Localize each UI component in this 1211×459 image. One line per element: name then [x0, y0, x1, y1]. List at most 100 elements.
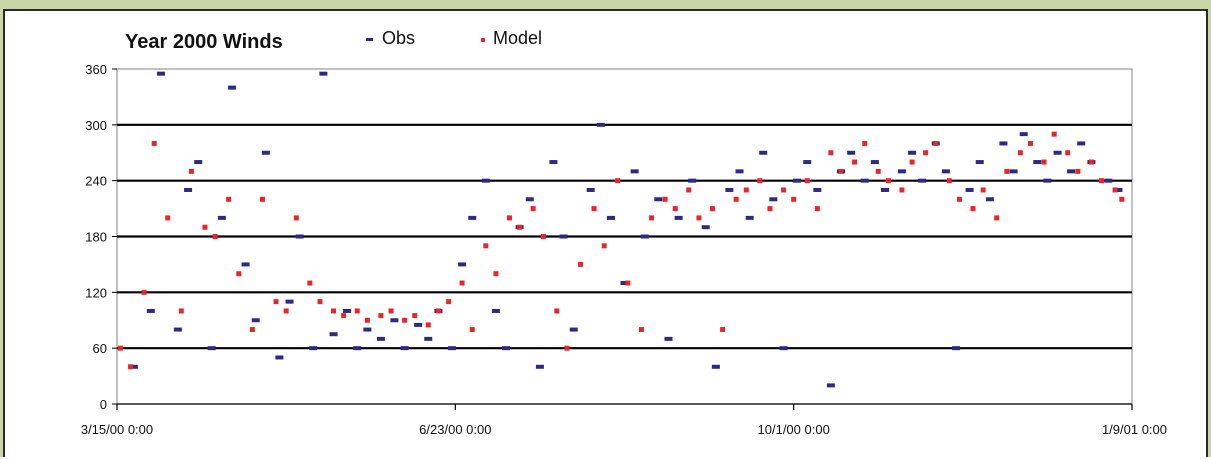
obs-point [309, 346, 318, 351]
obs-point [908, 150, 917, 155]
model-point [530, 206, 536, 212]
model-point [720, 327, 726, 333]
obs-point [194, 160, 203, 165]
model-point [625, 280, 631, 286]
obs-point [569, 327, 578, 332]
obs-point [217, 215, 226, 220]
gridlines [117, 123, 1132, 350]
model-point [446, 299, 452, 305]
model-point [293, 215, 299, 221]
model-point [1065, 150, 1071, 156]
model-point [1017, 150, 1023, 156]
y-tick-label: 360 [85, 62, 107, 77]
model-point [686, 187, 692, 193]
model-point [307, 280, 313, 286]
legend-label-model: Model [493, 28, 542, 48]
model-point [615, 178, 621, 184]
obs-point [586, 187, 595, 192]
obs-point [870, 160, 879, 165]
obs-point [1114, 187, 1123, 192]
model-point [601, 243, 607, 249]
y-axis: 0 60 120 180 240 300 360 [85, 62, 117, 412]
model-point [791, 196, 797, 202]
model-point [994, 215, 1000, 221]
model-point [804, 178, 810, 184]
model-point [638, 327, 644, 333]
obs-point [735, 169, 744, 174]
obs-point [664, 336, 673, 341]
chart-title: Year 2000 Winds [125, 31, 283, 53]
model-point [425, 322, 431, 328]
legend-marker-model [481, 38, 485, 42]
obs-point [918, 178, 927, 183]
model-point [388, 308, 394, 314]
model-point [236, 271, 242, 277]
model-point [317, 299, 323, 305]
obs-point [129, 364, 138, 369]
obs-point [630, 169, 639, 174]
model-point [946, 178, 952, 184]
model-point [117, 345, 123, 351]
obs-point [711, 364, 720, 369]
obs-point [1077, 141, 1086, 146]
model-point [1051, 131, 1057, 137]
model-point [128, 364, 134, 370]
model-point [767, 206, 773, 212]
obs-point [502, 346, 511, 351]
model-point [743, 187, 749, 193]
model-point [178, 308, 184, 314]
data-points [117, 71, 1125, 388]
obs-point [400, 346, 409, 351]
model-point [402, 317, 408, 323]
obs-point [897, 169, 906, 174]
obs-point [468, 215, 477, 220]
model-point [899, 187, 905, 193]
obs-point [376, 336, 385, 341]
model-point [202, 224, 208, 230]
obs-point [535, 364, 544, 369]
model-point [933, 140, 939, 146]
obs-point [481, 178, 490, 183]
obs-point [1104, 178, 1113, 183]
obs-point [285, 299, 294, 304]
obs-point [1009, 169, 1018, 174]
model-point [875, 168, 881, 174]
chart-panel: Year 2000 Winds Obs Model 0 60 120 180 240 30… [3, 9, 1208, 457]
obs-point [146, 308, 155, 313]
model-point [564, 345, 570, 351]
obs-point [769, 197, 778, 202]
model-point [341, 313, 347, 319]
model-point [970, 206, 976, 212]
model-point [141, 289, 147, 295]
y-tick-label: 0 [100, 397, 107, 412]
obs-point [1053, 150, 1062, 155]
obs-point [952, 346, 961, 351]
model-point [662, 196, 668, 202]
x-tick-label: 6/23/00 0:00 [419, 422, 491, 437]
model-point [956, 196, 962, 202]
model-point [909, 159, 915, 165]
model-point [781, 187, 787, 193]
obs-point [559, 234, 568, 239]
obs-point [688, 178, 697, 183]
obs-point [207, 346, 216, 351]
obs-point [491, 308, 500, 313]
obs-point [847, 150, 856, 155]
y-tick-label: 300 [85, 118, 107, 133]
model-point [506, 215, 512, 221]
x-axis: 3/15/00 0:00 6/23/00 0:00 10/1/00 0:00 1/9/… [81, 403, 1167, 437]
model-point [1075, 168, 1081, 174]
model-point [212, 234, 218, 239]
model-point [493, 271, 499, 277]
obs-point [173, 327, 182, 332]
model-point [923, 150, 929, 156]
obs-point [965, 187, 974, 192]
model-point [1099, 178, 1105, 184]
model-point [249, 327, 255, 333]
model-point [517, 224, 523, 230]
obs-point [424, 336, 433, 341]
obs-point [941, 169, 950, 174]
model-point [578, 261, 584, 267]
model-point [828, 150, 834, 156]
obs-point [793, 178, 802, 183]
